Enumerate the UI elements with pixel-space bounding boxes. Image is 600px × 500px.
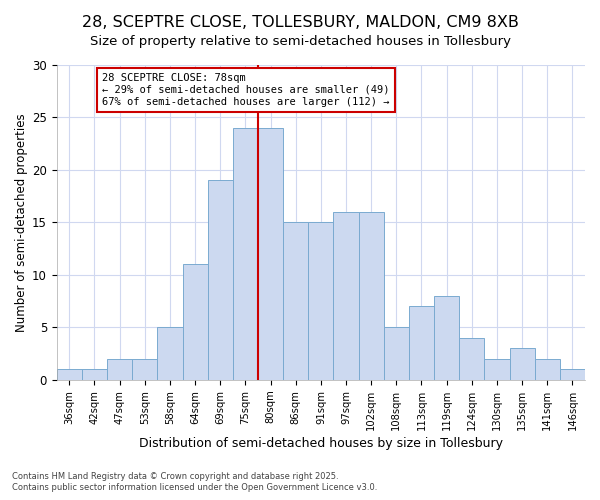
- Bar: [459, 338, 484, 380]
- Bar: [157, 328, 182, 380]
- Bar: [484, 359, 509, 380]
- Bar: [334, 212, 359, 380]
- Bar: [434, 296, 459, 380]
- Y-axis label: Number of semi-detached properties: Number of semi-detached properties: [15, 113, 28, 332]
- Bar: [233, 128, 258, 380]
- Bar: [258, 128, 283, 380]
- Bar: [107, 359, 132, 380]
- Text: Size of property relative to semi-detached houses in Tollesbury: Size of property relative to semi-detach…: [89, 35, 511, 48]
- Bar: [509, 348, 535, 380]
- X-axis label: Distribution of semi-detached houses by size in Tollesbury: Distribution of semi-detached houses by …: [139, 437, 503, 450]
- Bar: [535, 359, 560, 380]
- Bar: [82, 370, 107, 380]
- Bar: [409, 306, 434, 380]
- Bar: [132, 359, 157, 380]
- Bar: [359, 212, 384, 380]
- Text: 28 SCEPTRE CLOSE: 78sqm
← 29% of semi-detached houses are smaller (49)
67% of se: 28 SCEPTRE CLOSE: 78sqm ← 29% of semi-de…: [102, 74, 389, 106]
- Bar: [182, 264, 208, 380]
- Bar: [283, 222, 308, 380]
- Text: Contains HM Land Registry data © Crown copyright and database right 2025.
Contai: Contains HM Land Registry data © Crown c…: [12, 472, 377, 492]
- Bar: [384, 328, 409, 380]
- Bar: [308, 222, 334, 380]
- Bar: [208, 180, 233, 380]
- Bar: [57, 370, 82, 380]
- Text: 28, SCEPTRE CLOSE, TOLLESBURY, MALDON, CM9 8XB: 28, SCEPTRE CLOSE, TOLLESBURY, MALDON, C…: [82, 15, 518, 30]
- Bar: [560, 370, 585, 380]
